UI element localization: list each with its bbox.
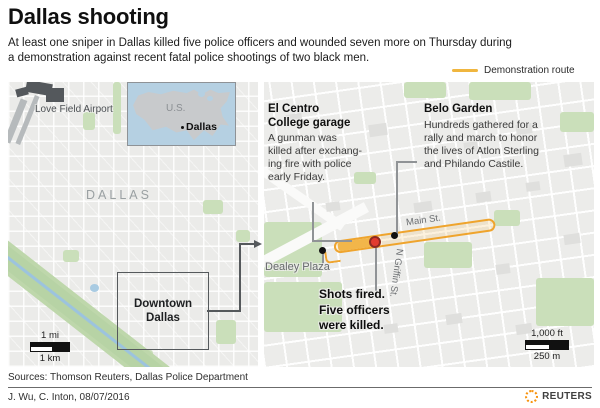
connector-line	[239, 243, 255, 245]
el-centro-title: El Centro College garage	[268, 103, 351, 129]
el-centro-annotation: El Centro College garage A gunman was ki…	[268, 103, 362, 184]
downtown-frame-label: Downtown Dallas	[133, 298, 193, 324]
park-patch	[264, 282, 342, 332]
building	[413, 200, 433, 214]
building	[563, 232, 581, 246]
building	[563, 152, 583, 168]
route-line-icon	[452, 69, 478, 72]
reuters-wordmark: REUTERS	[542, 391, 592, 402]
overview-scale: 1 mi 1 km	[30, 330, 70, 364]
building	[495, 263, 511, 275]
legend: Demonstration route	[452, 65, 575, 76]
scale-bar	[525, 340, 569, 344]
callout-line	[322, 253, 324, 264]
page-title: Dallas shooting	[8, 4, 169, 29]
us-label: U.S.	[166, 103, 186, 114]
building	[368, 122, 388, 138]
belo-garden-body: Hundreds gathered for a rally and march …	[424, 118, 539, 170]
great-lakes	[198, 91, 205, 97]
park-patch	[560, 112, 594, 132]
dealey-plaza-label: Dealey Plaza	[265, 261, 330, 273]
scale-bar	[525, 344, 569, 350]
us-landmass	[133, 89, 230, 141]
dealey-plaza-dot	[319, 247, 326, 254]
connector-line	[239, 243, 241, 312]
belo-garden-title: Belo Garden	[424, 103, 493, 115]
scale-mi-label: 1 mi	[41, 330, 59, 341]
detail-scale: 1,000 ft 250 m	[525, 328, 569, 362]
building	[525, 181, 541, 192]
park-patch	[404, 82, 446, 98]
reuters-circle-icon	[525, 390, 539, 403]
scale-ft-label: 1,000 ft	[531, 328, 563, 339]
park-patch	[536, 278, 594, 326]
park-patch	[424, 242, 472, 268]
callout-line	[312, 202, 314, 241]
pond	[90, 284, 99, 292]
belo-garden-dot	[391, 232, 398, 239]
callout-line	[396, 161, 417, 163]
scale-bar	[30, 346, 70, 352]
airport-terminal	[15, 86, 29, 98]
great-lakes	[207, 96, 213, 101]
callout-line	[396, 161, 398, 235]
park-patch	[354, 172, 376, 184]
belo-garden-annotation: Belo Garden Hundreds gathered for a rall…	[424, 103, 539, 171]
city-dot-icon	[181, 125, 184, 129]
airport-terminal	[46, 88, 64, 102]
park-patch	[113, 82, 121, 134]
sources-line: Sources: Thomson Reuters, Dallas Police …	[8, 372, 248, 383]
scale-bar	[30, 342, 70, 346]
park-patch	[83, 112, 95, 130]
subtitle: At least one sniper in Dallas killed fiv…	[8, 37, 512, 64]
park-patch	[494, 210, 520, 226]
shooting-location-dot	[369, 236, 381, 248]
shots-fired-annotation: Shots fired. Five officers were killed.	[319, 287, 390, 332]
reuters-logo: REUTERS	[525, 390, 592, 403]
us-inset-map: U.S. Dallas	[127, 82, 236, 146]
detail-map: El Centro College garage A gunman was ki…	[264, 82, 594, 367]
connector-arrow-icon	[254, 239, 262, 248]
park-patch	[469, 82, 531, 100]
scale-m-label: 250 m	[533, 351, 561, 362]
park-patch	[216, 320, 236, 344]
building	[445, 312, 463, 326]
inset-dallas-marker: Dallas	[181, 121, 217, 133]
airport-label: Love Field Airport	[35, 104, 113, 115]
credits-line: J. Wu, C. Inton, 08/07/2016	[8, 392, 130, 403]
inset-dallas-label: Dallas	[186, 121, 217, 133]
dallas-label: DALLAS	[86, 188, 152, 202]
legend-label: Demonstration route	[484, 65, 575, 76]
callout-line	[312, 240, 352, 242]
el-centro-body: A gunman was killed after exchang- ing f…	[268, 132, 362, 183]
scale-km-label: 1 km	[39, 353, 61, 364]
park-patch	[63, 250, 79, 262]
overview-map: Love Field Airport U.S. Dallas DALLAS Do…	[8, 82, 258, 367]
callout-line	[375, 248, 377, 291]
footer-divider	[8, 387, 592, 388]
downtown-frame: Downtown Dallas	[117, 272, 209, 350]
park-patch	[203, 200, 223, 214]
connector-line	[207, 310, 240, 312]
building	[325, 201, 341, 212]
park-patch	[236, 230, 250, 242]
building	[475, 191, 492, 203]
griffin-st-label: N Griffin St.	[387, 248, 405, 298]
